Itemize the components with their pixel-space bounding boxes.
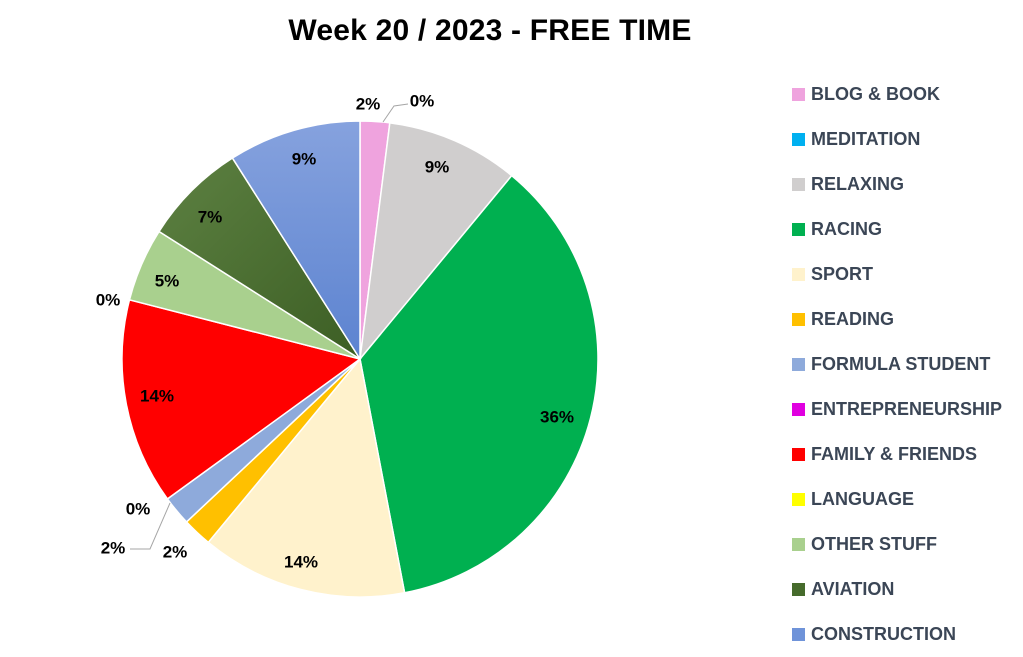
legend-label-family-friends: FAMILY & FRIENDS	[811, 444, 978, 464]
legend-label-racing: RACING	[811, 219, 882, 239]
legend-label-construction: CONSTRUCTION	[811, 624, 956, 644]
legend-swatch-construction	[792, 628, 805, 641]
leader-line-formula-student	[130, 502, 171, 550]
slice-label-construction: 9%	[292, 149, 317, 168]
pie-slices	[121, 120, 599, 598]
legend-item-other-stuff: OTHER STUFF	[792, 522, 1023, 567]
legend-label-meditation: MEDITATION	[811, 129, 921, 149]
legend-item-entrepreneurship: ENTREPRENEURSHIP	[792, 387, 1023, 432]
legend-item-relaxing: RELAXING	[792, 162, 1023, 207]
slice-label-relaxing: 9%	[425, 157, 450, 176]
legend-item-family-friends: FAMILY & FRIENDS	[792, 432, 1023, 477]
slice-label-sport: 14%	[284, 552, 318, 571]
legend-item-blog-book: BLOG & BOOK	[792, 72, 1023, 117]
legend-label-formula-student: FORMULA STUDENT	[811, 354, 991, 374]
legend-item-aviation: AVIATION	[792, 567, 1023, 612]
legend-swatch-language	[792, 493, 805, 506]
legend-swatch-family-friends	[792, 448, 805, 461]
slice-label-blog-book: 2%	[356, 94, 381, 113]
slice-label-entrepreneurship: 0%	[126, 499, 151, 518]
slice-aviation	[158, 157, 361, 360]
legend-swatch-reading	[792, 313, 805, 326]
leader-line-meditation	[382, 103, 409, 123]
legend-label-language: LANGUAGE	[811, 489, 914, 509]
slice-label-racing: 36%	[540, 407, 574, 426]
legend-swatch-blog-book	[792, 88, 805, 101]
legend-swatch-entrepreneurship	[792, 403, 805, 416]
legend-item-reading: READING	[792, 297, 1023, 342]
legend-label-blog-book: BLOG & BOOK	[811, 84, 940, 104]
legend-swatch-other-stuff	[792, 538, 805, 551]
legend-swatch-racing	[792, 223, 805, 236]
legend-label-other-stuff: OTHER STUFF	[811, 534, 937, 554]
legend-label-entrepreneurship: ENTREPRENEURSHIP	[811, 399, 1003, 419]
slice-family-friends	[121, 298, 362, 500]
legend-label-reading: READING	[811, 309, 895, 329]
legend-item-sport: SPORT	[792, 252, 1023, 297]
slice-relaxing	[358, 122, 513, 362]
legend-label-aviation: AVIATION	[811, 579, 895, 599]
slice-label-formula-student: 2%	[101, 538, 126, 557]
legend-label-relaxing: RELAXING	[811, 174, 905, 194]
slice-label-aviation: 7%	[198, 207, 223, 226]
slice-label-reading: 2%	[163, 542, 188, 561]
chart-title: Week 20 / 2023 - FREE TIME	[288, 14, 692, 47]
legend-swatch-sport	[792, 268, 805, 281]
slice-construction	[231, 120, 361, 362]
legend-item-construction: CONSTRUCTION	[792, 612, 1023, 657]
legend-item-racing: RACING	[792, 207, 1023, 252]
legend-item-meditation: MEDITATION	[792, 117, 1023, 162]
slice-label-other-stuff: 5%	[155, 271, 180, 290]
slice-label-family-friends: 14%	[140, 386, 174, 405]
legend-swatch-aviation	[792, 583, 805, 596]
slice-label-language: 0%	[96, 290, 121, 309]
slice-racing	[359, 174, 599, 594]
legend-swatch-relaxing	[792, 178, 805, 191]
slice-label-meditation: 0%	[410, 91, 435, 110]
pie-chart: 2% 0% 9% 36% 14% 2% 2% 0% 14% 0% 5% 7% 9%	[96, 91, 599, 598]
legend-swatch-formula-student	[792, 358, 805, 371]
legend-item-formula-student: FORMULA STUDENT	[792, 342, 1023, 387]
legend-swatch-meditation	[792, 133, 805, 146]
slice-sport	[207, 357, 406, 598]
legend-label-sport: SPORT	[811, 264, 874, 284]
slice-labels: 2% 0% 9% 36% 14% 2% 2% 0% 14% 0% 5% 7% 9%	[96, 91, 574, 571]
legend-item-language: LANGUAGE	[792, 477, 1023, 522]
leader-lines	[130, 103, 409, 550]
legend: BLOG & BOOK MEDITATION RELAXING RACING SPORT…	[792, 72, 1023, 657]
